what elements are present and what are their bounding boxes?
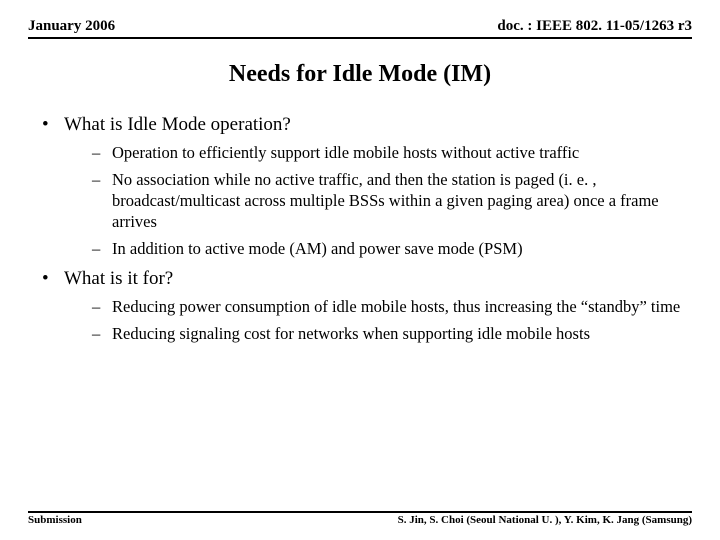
bullet-text: Reducing power consumption of idle mobil… <box>112 296 686 317</box>
bullet-text: What is Idle Mode operation? <box>64 114 686 136</box>
bullet-level2: – Reducing signaling cost for networks w… <box>92 323 686 344</box>
footer-right: S. Jin, S. Choi (Seoul National U. ), Y.… <box>398 514 692 526</box>
bullet-text: In addition to active mode (AM) and powe… <box>112 238 686 259</box>
header-date: January 2006 <box>28 18 115 35</box>
dash-marker: – <box>92 169 112 232</box>
dash-marker: – <box>92 296 112 317</box>
bullet-marker: • <box>38 114 64 136</box>
header-doc: doc. : IEEE 802. 11-05/1263 r3 <box>497 18 692 35</box>
dash-marker: – <box>92 238 112 259</box>
slide-content: • What is Idle Mode operation? – Operati… <box>28 106 692 507</box>
bullet-text: No association while no active traffic, … <box>112 169 686 232</box>
bullet-level1: • What is Idle Mode operation? <box>38 114 686 136</box>
header: January 2006 doc. : IEEE 802. 11-05/1263… <box>28 18 692 39</box>
dash-marker: – <box>92 323 112 344</box>
slide-title: Needs for Idle Mode (IM) <box>28 61 692 88</box>
bullet-level2: – No association while no active traffic… <box>92 169 686 232</box>
bullet-level2: – Reducing power consumption of idle mob… <box>92 296 686 317</box>
footer-left: Submission <box>28 514 82 526</box>
bullet-text: What is it for? <box>64 268 686 290</box>
slide-page: January 2006 doc. : IEEE 802. 11-05/1263… <box>0 0 720 540</box>
dash-marker: – <box>92 142 112 163</box>
bullet-marker: • <box>38 268 64 290</box>
bullet-text: Operation to efficiently support idle mo… <box>112 142 686 163</box>
bullet-level1: • What is it for? <box>38 268 686 290</box>
bullet-text: Reducing signaling cost for networks whe… <box>112 323 686 344</box>
bullet-level2: – In addition to active mode (AM) and po… <box>92 238 686 259</box>
bullet-level2: – Operation to efficiently support idle … <box>92 142 686 163</box>
footer: Submission S. Jin, S. Choi (Seoul Nation… <box>28 511 692 526</box>
